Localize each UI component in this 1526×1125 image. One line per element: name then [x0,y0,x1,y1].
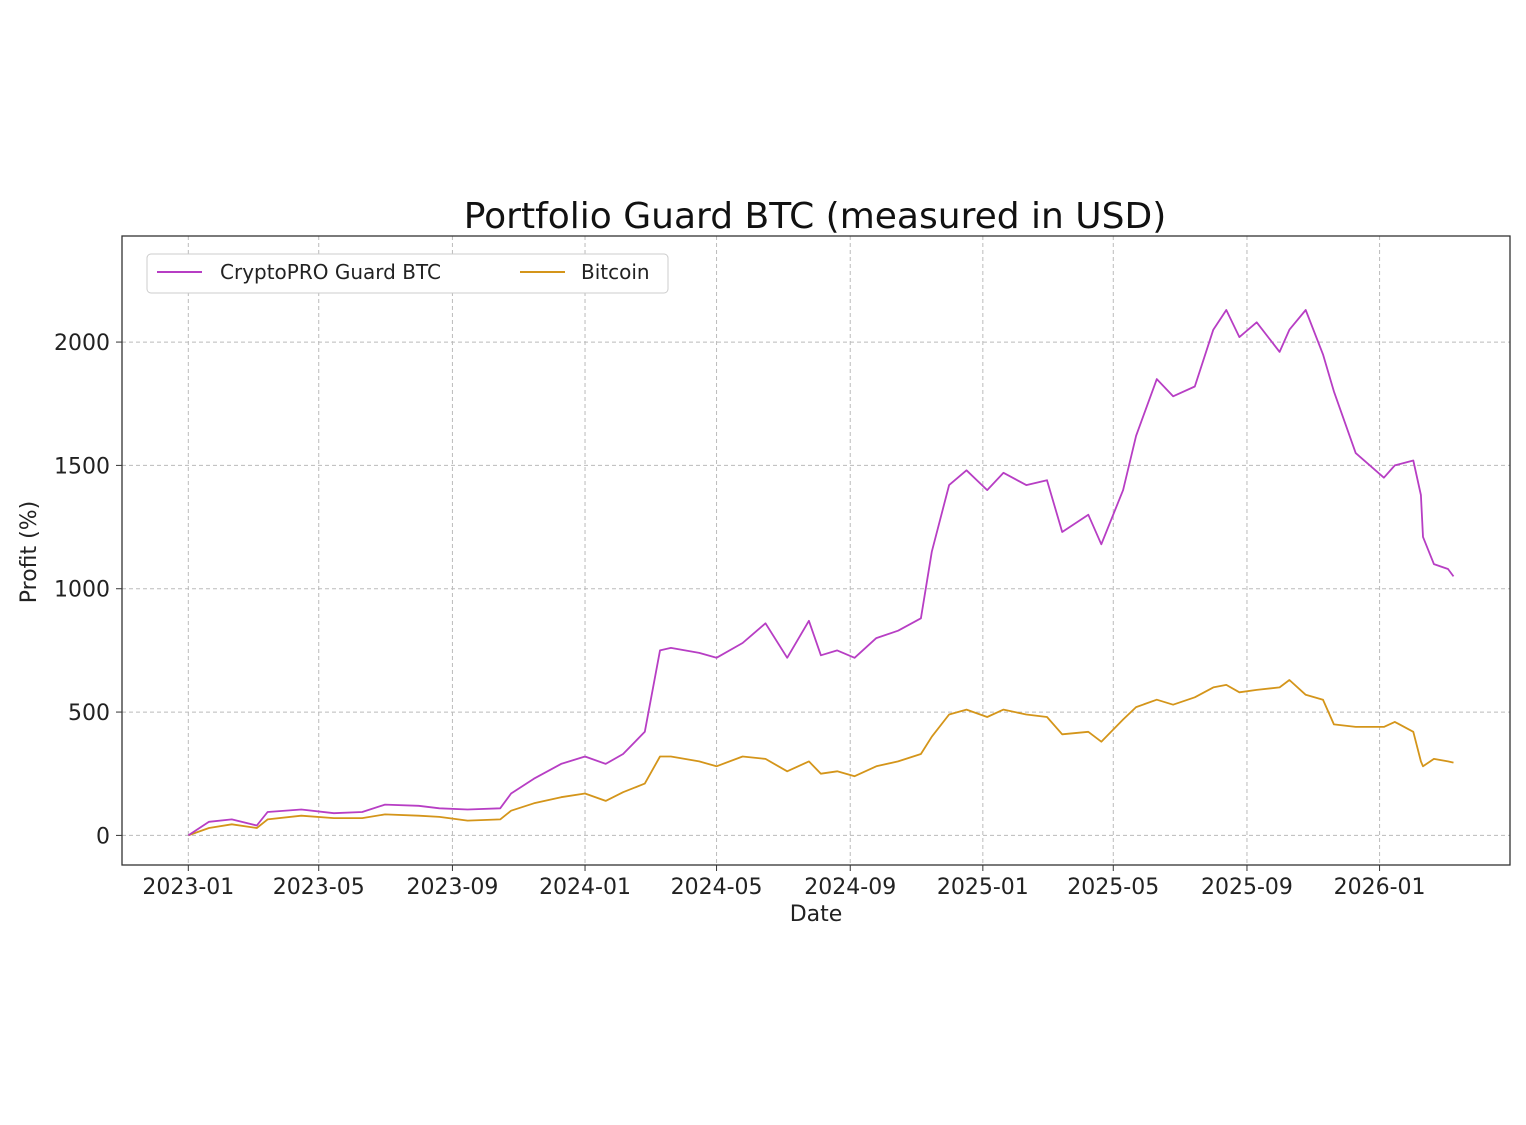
x-tick-label: 2025-01 [937,875,1029,900]
y-axis: 0 500 1000 1500 2000 [54,331,122,849]
x-tick-label: 2023-05 [273,875,365,900]
y-tick-label: 500 [68,701,110,726]
legend-label-cryptopro: CryptoPRO Guard BTC [220,260,441,284]
x-tick-label: 2024-05 [671,875,763,900]
y-tick-label: 1500 [54,454,110,479]
series-line-bitcoin [187,679,1454,837]
y-axis-label: Profit (%) [17,501,42,603]
x-tick-label: 2023-01 [142,875,234,900]
y-tick-label: 0 [96,824,110,849]
plot-frame [121,235,1511,866]
x-tick-label: 2025-09 [1201,875,1293,900]
legend-label-bitcoin: Bitcoin [581,260,650,284]
x-tick-label: 2023-09 [406,875,498,900]
chart-title: Portfolio Guard BTC (measured in USD) [464,196,1167,237]
x-axis-label: Date [790,902,843,927]
x-tick-label: 2024-01 [539,875,631,900]
y-tick-label: 1000 [54,578,110,603]
x-tick-label: 2026-01 [1334,875,1426,900]
grid-lines [122,236,1510,865]
legend: CryptoPRO Guard BTC Bitcoin [146,253,669,294]
x-tick-label: 2025-05 [1067,875,1159,900]
series-line-cryptopro [187,309,1455,837]
y-tick-label: 2000 [54,331,110,356]
x-tick-label: 2024-09 [804,875,896,900]
series-lines [187,309,1455,837]
x-axis: 2023-01 2023-05 2023-09 2024-01 2024-05 2024-… [142,865,1426,900]
legend-box [146,253,669,294]
